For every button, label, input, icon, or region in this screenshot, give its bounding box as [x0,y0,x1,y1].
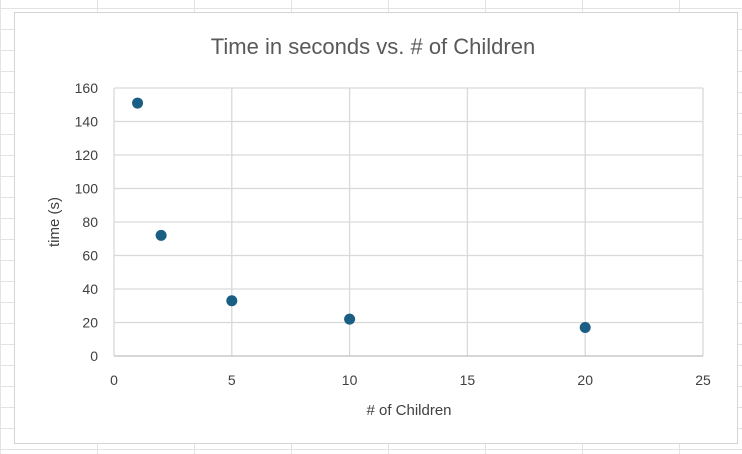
y-axis-title: time (s) [46,197,63,247]
y-tick-label: 120 [75,147,99,163]
data-points [132,97,591,334]
x-tick-label: 15 [460,372,476,388]
chart-area[interactable] [14,12,738,444]
y-tick-label: 160 [75,80,99,96]
x-axis-title: # of Children [366,402,451,419]
chart-title: Time in seconds vs. # of Children [211,34,535,59]
data-point[interactable] [579,322,591,334]
x-axis-tick-labels: 0 5 10 15 20 25 [110,372,711,388]
x-tick-label: 25 [695,372,711,388]
y-tick-label: 80 [82,214,98,230]
x-tick-label: 10 [342,372,358,388]
data-point[interactable] [155,229,167,241]
axes [113,88,703,357]
x-tick-label: 20 [577,372,593,388]
y-tick-label: 100 [75,181,99,197]
data-point[interactable] [344,313,356,325]
y-tick-label: 20 [82,315,98,331]
x-tick-label: 0 [110,372,118,388]
x-tick-label: 5 [228,372,236,388]
y-axis-tick-labels: 0 20 40 60 80 100 120 140 160 [75,80,99,364]
y-tick-label: 0 [90,348,98,364]
y-tick-label: 60 [82,248,98,264]
data-point[interactable] [226,295,238,307]
data-point[interactable] [132,97,144,109]
y-tick-label: 140 [75,114,99,130]
gridlines [114,87,704,356]
y-tick-label: 40 [82,281,98,297]
